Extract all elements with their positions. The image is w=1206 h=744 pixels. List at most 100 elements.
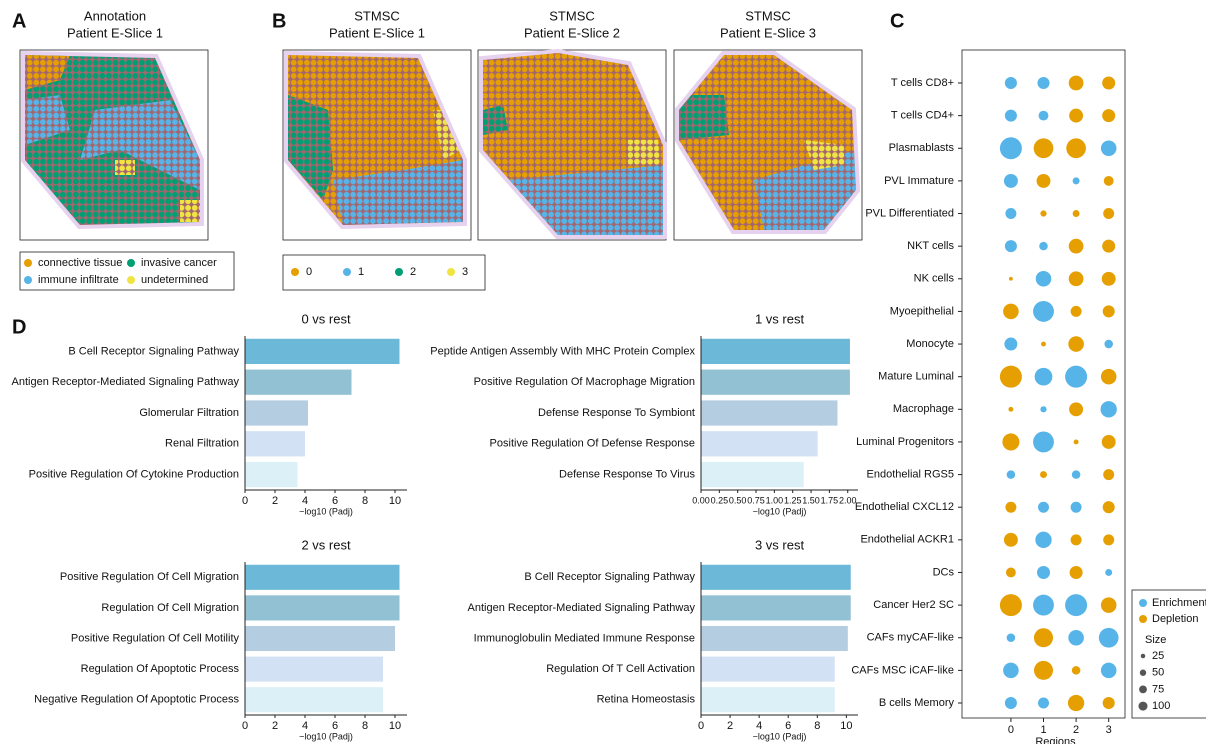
x-axis-label: −log10 (Padj) (753, 731, 807, 741)
x-tick-label: 4 (302, 495, 308, 507)
dot (1074, 439, 1079, 444)
panel-title: STMSC (549, 8, 595, 23)
bar (701, 370, 850, 395)
dot (1005, 697, 1017, 709)
panel-title: STMSC (354, 8, 400, 23)
panel-subtitle: Patient E-Slice 3 (720, 25, 816, 40)
panel-title: STMSC (745, 8, 791, 23)
dot (1004, 174, 1018, 188)
category-label: Antigen Receptor-Mediated Signaling Path… (12, 376, 240, 388)
legend-marker (127, 259, 135, 267)
x-tick-label: 0 (1008, 724, 1014, 736)
legend-label: 75 (1152, 683, 1164, 695)
dot (1065, 594, 1087, 616)
legend-label: 2 (410, 266, 416, 278)
bar (701, 400, 837, 425)
x-tick-label: 6 (332, 720, 338, 732)
panel-label: C (890, 10, 904, 32)
dot (1040, 210, 1046, 216)
dot (1102, 109, 1115, 122)
x-tick-label: 2 (727, 720, 733, 732)
bar (245, 595, 400, 620)
dot (1069, 271, 1084, 286)
category-label: Negative Regulation Of Apoptotic Process (34, 694, 239, 706)
y-tick-label: Mature Luminal (878, 371, 954, 383)
legend-label: Depletion (1152, 613, 1198, 625)
x-tick-label: 0 (242, 495, 248, 507)
figure: A B C D Annotation Patient E-Slice 1 STM… (0, 0, 1206, 744)
chart-title: 2 vs rest (301, 537, 351, 552)
dot (1101, 140, 1117, 156)
y-tick-label: B cells Memory (879, 697, 955, 709)
category-label: Peptide Antigen Assembly With MHC Protei… (430, 345, 695, 357)
y-tick-label: Macrophage (893, 403, 954, 415)
dot (1003, 304, 1019, 320)
legend-label: 1 (358, 266, 364, 278)
x-tick-label: 6 (332, 495, 338, 507)
category-label: Regulation Of T Cell Activation (546, 663, 695, 675)
dot (1104, 340, 1113, 349)
bar (245, 687, 383, 712)
dot (1065, 366, 1087, 388)
dot (1005, 77, 1017, 89)
x-tick-label: 1.75 (821, 495, 839, 505)
x-axis-label: −log10 (Padj) (753, 506, 807, 516)
legend-marker (24, 259, 32, 267)
dot (1037, 77, 1049, 89)
dot (1071, 502, 1082, 513)
dot (1101, 401, 1117, 417)
dot (1071, 534, 1082, 545)
dot (1005, 208, 1016, 219)
category-label: Defense Response To Symbiont (538, 407, 695, 419)
dot (1071, 306, 1082, 317)
dot (1034, 138, 1054, 158)
y-tick-label: T cells CD8+ (891, 77, 954, 89)
x-tick-label: 1 (1040, 724, 1046, 736)
x-tick-label: 3 (1106, 724, 1112, 736)
dot (1035, 532, 1051, 548)
x-axis-label: −log10 (Padj) (299, 506, 353, 516)
legend-label: connective tissue (38, 257, 122, 269)
dot (1069, 109, 1083, 123)
category-label: Defense Response To Virus (559, 469, 695, 481)
y-tick-label: DCs (933, 566, 955, 578)
panel-label: D (12, 316, 26, 338)
y-tick-label: CAFs myCAF-like (867, 632, 954, 644)
x-tick-label: 0 (242, 720, 248, 732)
x-tick-label: 0.50 (729, 495, 747, 505)
x-tick-label: 1.50 (802, 495, 820, 505)
dot (1003, 663, 1019, 679)
bar (701, 462, 804, 487)
dot (1005, 502, 1016, 513)
bar (701, 657, 835, 682)
dot (1000, 366, 1022, 388)
legend-label: 50 (1152, 667, 1164, 679)
bar (245, 370, 352, 395)
x-tick-label: 8 (814, 720, 820, 732)
legend-label: 25 (1152, 650, 1164, 662)
dot (1039, 242, 1048, 251)
bar (701, 687, 835, 712)
category-label: Antigen Receptor-Mediated Signaling Path… (468, 602, 696, 614)
legend-marker (1139, 599, 1147, 607)
y-tick-label: CAFs MSC iCAF-like (851, 664, 954, 676)
x-tick-label: 10 (840, 720, 852, 732)
category-label: B Cell Receptor Signaling Pathway (524, 571, 695, 583)
dot (1041, 342, 1046, 347)
bar (701, 565, 851, 590)
dot (1038, 502, 1049, 513)
size-marker (1140, 670, 1146, 676)
panel-subtitle: Patient E-Slice 1 (67, 25, 163, 40)
y-tick-label: Endothelial RGS5 (867, 468, 954, 480)
dot (1008, 407, 1013, 412)
dot (1068, 695, 1084, 711)
dot (1102, 76, 1115, 89)
x-tick-label: 2 (272, 720, 278, 732)
dot (1005, 110, 1017, 122)
category-label: Positive Regulation Of Cell Motility (71, 632, 240, 644)
dot (1034, 661, 1053, 680)
dot (1102, 272, 1116, 286)
legend-title: Size (1145, 634, 1166, 646)
category-label: Regulation Of Apoptotic Process (81, 663, 240, 675)
dot (1033, 301, 1054, 322)
